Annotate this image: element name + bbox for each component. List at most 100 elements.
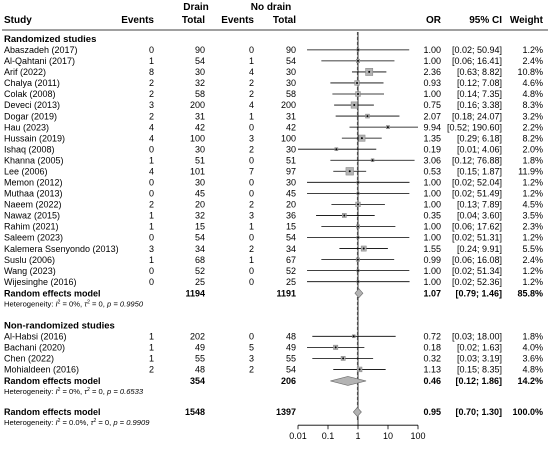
study-name: Arif (2022) [4, 67, 46, 77]
weight: 8.2% [522, 133, 543, 143]
confidence-interval: [0.12; 7.08] [457, 78, 502, 88]
drain-total: 51 [195, 155, 205, 165]
pooled-row: Random effects model 1194 1191 1.07 [0.79; 1… [4, 288, 543, 298]
subgroup-title: Non-randomized studies [4, 320, 115, 331]
drain-events: 4 [149, 166, 154, 176]
table-row: Hau (2023) 4 42 0 42 9.94 [0.52; 190.60] 2.2% [4, 122, 543, 132]
drain-total: 55 [195, 354, 205, 364]
drain-events: 1 [149, 211, 154, 221]
nodrain-events: 0 [249, 178, 254, 188]
study-name: Al-Habsi (2016) [4, 332, 67, 342]
odds-ratio: 1.00 [423, 45, 441, 55]
reference-lines [356, 32, 359, 426]
confidence-interval: [0.14; 7.35] [457, 89, 502, 99]
x-tick-label: 0.1 [322, 431, 335, 441]
table-row: Lee (2006) 4 101 7 97 0.53 [0.15; 1.87] 11.9% [4, 166, 543, 176]
table-row: Wijesinghe (2016) 0 25 0 25 1.00 [0.02; 52.36]… [4, 277, 543, 287]
odds-ratio: 1.00 [423, 178, 441, 188]
nodrain-total: 49 [286, 343, 296, 353]
drain-total: 54 [195, 56, 205, 66]
point-estimate [357, 236, 359, 239]
drain-total: 90 [195, 45, 205, 55]
confidence-interval: [0.02; 52.04] [452, 178, 502, 188]
nodrain-events: 0 [249, 189, 254, 199]
study-name: Hussain (2019) [4, 133, 65, 143]
pooled-weight: 85.8% [517, 288, 543, 298]
study-name: Mohialdeen (2016) [4, 365, 79, 375]
drain-total: 100 [190, 133, 205, 143]
drain-total: 58 [195, 89, 205, 99]
pooled-weight: 14.2% [517, 376, 543, 386]
table-row: Wang (2023) 0 52 0 52 1.00 [0.02; 51.34] 1.2% [4, 266, 543, 276]
point-estimate [335, 148, 338, 151]
nodrain-events: 1 [249, 255, 254, 265]
table-row: Bachani (2020) 1 49 5 49 0.18 [0.02; 1.63] 4.0% [4, 343, 543, 353]
table-row: Nawaz (2015) 1 32 3 36 0.35 [0.04; 3.60] 3.5% [4, 211, 543, 221]
point-estimate [356, 81, 359, 84]
nodrain-total: 90 [286, 45, 296, 55]
drain-total: 30 [195, 67, 205, 77]
drain-events: 0 [149, 189, 154, 199]
header-events-nodrain: Events [221, 15, 254, 26]
study-name: Wang (2023) [4, 266, 56, 276]
table-row: Colak (2008) 2 58 2 58 1.00 [0.14; 7.35] 4.8% [4, 89, 543, 99]
nodrain-total: 58 [286, 89, 296, 99]
x-tick-label: 0.01 [289, 431, 307, 441]
point-estimate [343, 214, 346, 217]
confidence-interval: [0.13; 7.89] [457, 200, 502, 210]
weight: 2.4% [522, 56, 543, 66]
nodrain-total: 54 [286, 365, 296, 375]
nodrain-total: 34 [286, 244, 296, 254]
weight: 1.2% [522, 45, 543, 55]
confidence-interval: [0.02; 51.34] [452, 266, 502, 276]
weight: 10.8% [517, 67, 543, 77]
heterogeneity-stats: Heterogeneity: I2 = 0%, τ2 = 0, p = 0.99… [4, 299, 144, 308]
heterogeneity-stats: Heterogeneity: I2 = 0.0%, τ2 = 0, p = 0.… [4, 418, 150, 427]
drain-events: 2 [149, 200, 154, 210]
table-row: Ishaq (2008) 0 30 2 30 0.19 [0.01; 4.06] 2.0% [4, 144, 543, 154]
point-estimate [357, 203, 359, 206]
study-name: Naeem (2022) [4, 200, 62, 210]
nodrain-events: 5 [249, 343, 254, 353]
odds-ratio: 2.07 [423, 111, 441, 121]
drain-total: 54 [195, 233, 205, 243]
point-estimate [357, 192, 359, 195]
weight: 1.2% [522, 178, 543, 188]
drain-total: 34 [195, 244, 205, 254]
nodrain-total: 67 [286, 255, 296, 265]
nodrain-total: 200 [281, 100, 296, 110]
odds-ratio: 1.00 [423, 277, 441, 287]
study-name: Chen (2022) [4, 354, 54, 364]
odds-ratio: 0.19 [423, 144, 441, 154]
nodrain-total: 30 [286, 78, 296, 88]
point-estimate [348, 170, 351, 173]
drain-events: 0 [149, 144, 154, 154]
nodrain-events: 0 [249, 155, 254, 165]
table-row: Saleem (2023) 0 54 0 54 1.00 [0.02; 51.31] 1.2% [4, 233, 543, 243]
weight: 8.3% [522, 100, 543, 110]
nodrain-total: 30 [286, 144, 296, 154]
confidence-interval: [0.02; 51.49] [452, 189, 502, 199]
drain-total: 202 [190, 332, 205, 342]
drain-total: 30 [195, 178, 205, 188]
drain-events: 0 [149, 233, 154, 243]
drain-total: 45 [195, 189, 205, 199]
point-estimate [356, 258, 359, 261]
drain-total: 15 [195, 222, 205, 232]
weight: 11.9% [518, 166, 543, 176]
study-name: Colak (2008) [4, 89, 56, 99]
nodrain-total: 97 [286, 166, 296, 176]
study-name: Suslu (2006) [4, 255, 55, 265]
nodrain-events: 7 [249, 166, 254, 176]
study-name: Abaszadeh (2017) [4, 45, 78, 55]
drain-events: 0 [149, 277, 154, 287]
drain-total: 101 [190, 166, 205, 176]
point-estimate [368, 70, 371, 73]
confidence-interval: [0.24; 9.91] [457, 244, 502, 254]
drain-events: 8 [149, 67, 154, 77]
confidence-interval: [0.63; 8.82] [457, 67, 502, 77]
pooled-nodrain-total: 206 [281, 376, 296, 386]
nodrain-total: 30 [286, 178, 296, 188]
point-estimate [357, 48, 359, 51]
weight: 1.2% [522, 189, 543, 199]
